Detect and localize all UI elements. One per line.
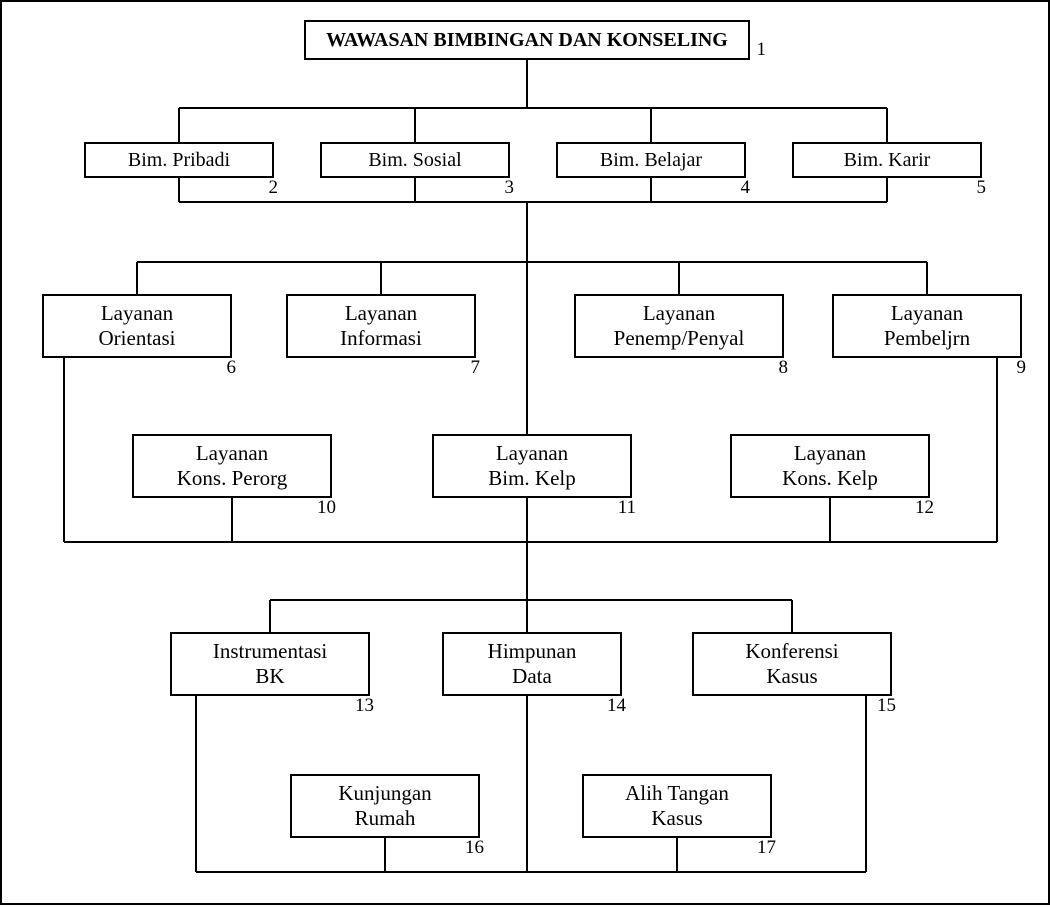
node-label: LayananBim. Kelp xyxy=(440,441,624,491)
node-label: KonferensiKasus xyxy=(700,639,884,689)
node-n3: Bim. Sosial3 xyxy=(320,142,510,178)
node-n1: WAWASAN BIMBINGAN DAN KONSELING1 xyxy=(304,20,750,60)
node-number: 17 xyxy=(757,837,776,860)
node-label: LayananKons. Perorg xyxy=(140,441,324,491)
node-label: LayananKons. Kelp xyxy=(738,441,922,491)
node-number: 13 xyxy=(355,695,374,718)
node-label: Bim. Sosial xyxy=(328,148,502,172)
node-label: InstrumentasiBK xyxy=(178,639,362,689)
node-number: 8 xyxy=(779,357,789,380)
node-number: 10 xyxy=(317,497,336,520)
node-label: Bim. Pribadi xyxy=(92,148,266,172)
node-label: Alih TanganKasus xyxy=(590,781,764,831)
node-number: 2 xyxy=(269,177,279,200)
node-label: WAWASAN BIMBINGAN DAN KONSELING xyxy=(312,28,742,52)
node-label: Bim. Karir xyxy=(800,148,974,172)
node-n15: KonferensiKasus15 xyxy=(692,632,892,696)
node-label: KunjunganRumah xyxy=(298,781,472,831)
node-number: 7 xyxy=(471,357,481,380)
diagram-canvas: WAWASAN BIMBINGAN DAN KONSELING1Bim. Pri… xyxy=(0,0,1050,905)
node-n16: KunjunganRumah16 xyxy=(290,774,480,838)
node-n9: LayananPembeljrn9 xyxy=(832,294,1022,358)
node-n2: Bim. Pribadi2 xyxy=(84,142,274,178)
node-number: 6 xyxy=(227,357,237,380)
node-n4: Bim. Belajar4 xyxy=(556,142,746,178)
node-number: 4 xyxy=(741,177,751,200)
node-label: LayananPenemp/Penyal xyxy=(582,301,776,351)
node-n13: InstrumentasiBK13 xyxy=(170,632,370,696)
node-n7: LayananInformasi7 xyxy=(286,294,476,358)
node-label: LayananOrientasi xyxy=(50,301,224,351)
node-number: 5 xyxy=(977,177,987,200)
node-number: 9 xyxy=(1017,357,1027,380)
node-number: 12 xyxy=(915,497,934,520)
node-number: 3 xyxy=(505,177,515,200)
node-number: 15 xyxy=(877,695,896,718)
node-n17: Alih TanganKasus17 xyxy=(582,774,772,838)
node-n14: HimpunanData14 xyxy=(442,632,622,696)
node-label: LayananPembeljrn xyxy=(840,301,1014,351)
node-n5: Bim. Karir5 xyxy=(792,142,982,178)
node-n11: LayananBim. Kelp11 xyxy=(432,434,632,498)
node-number: 11 xyxy=(618,497,636,520)
node-label: Bim. Belajar xyxy=(564,148,738,172)
node-label: LayananInformasi xyxy=(294,301,468,351)
node-number: 1 xyxy=(757,39,767,62)
node-n10: LayananKons. Perorg10 xyxy=(132,434,332,498)
node-n12: LayananKons. Kelp12 xyxy=(730,434,930,498)
node-label: HimpunanData xyxy=(450,639,614,689)
node-n6: LayananOrientasi6 xyxy=(42,294,232,358)
node-number: 16 xyxy=(465,837,484,860)
node-n8: LayananPenemp/Penyal8 xyxy=(574,294,784,358)
node-number: 14 xyxy=(607,695,626,718)
